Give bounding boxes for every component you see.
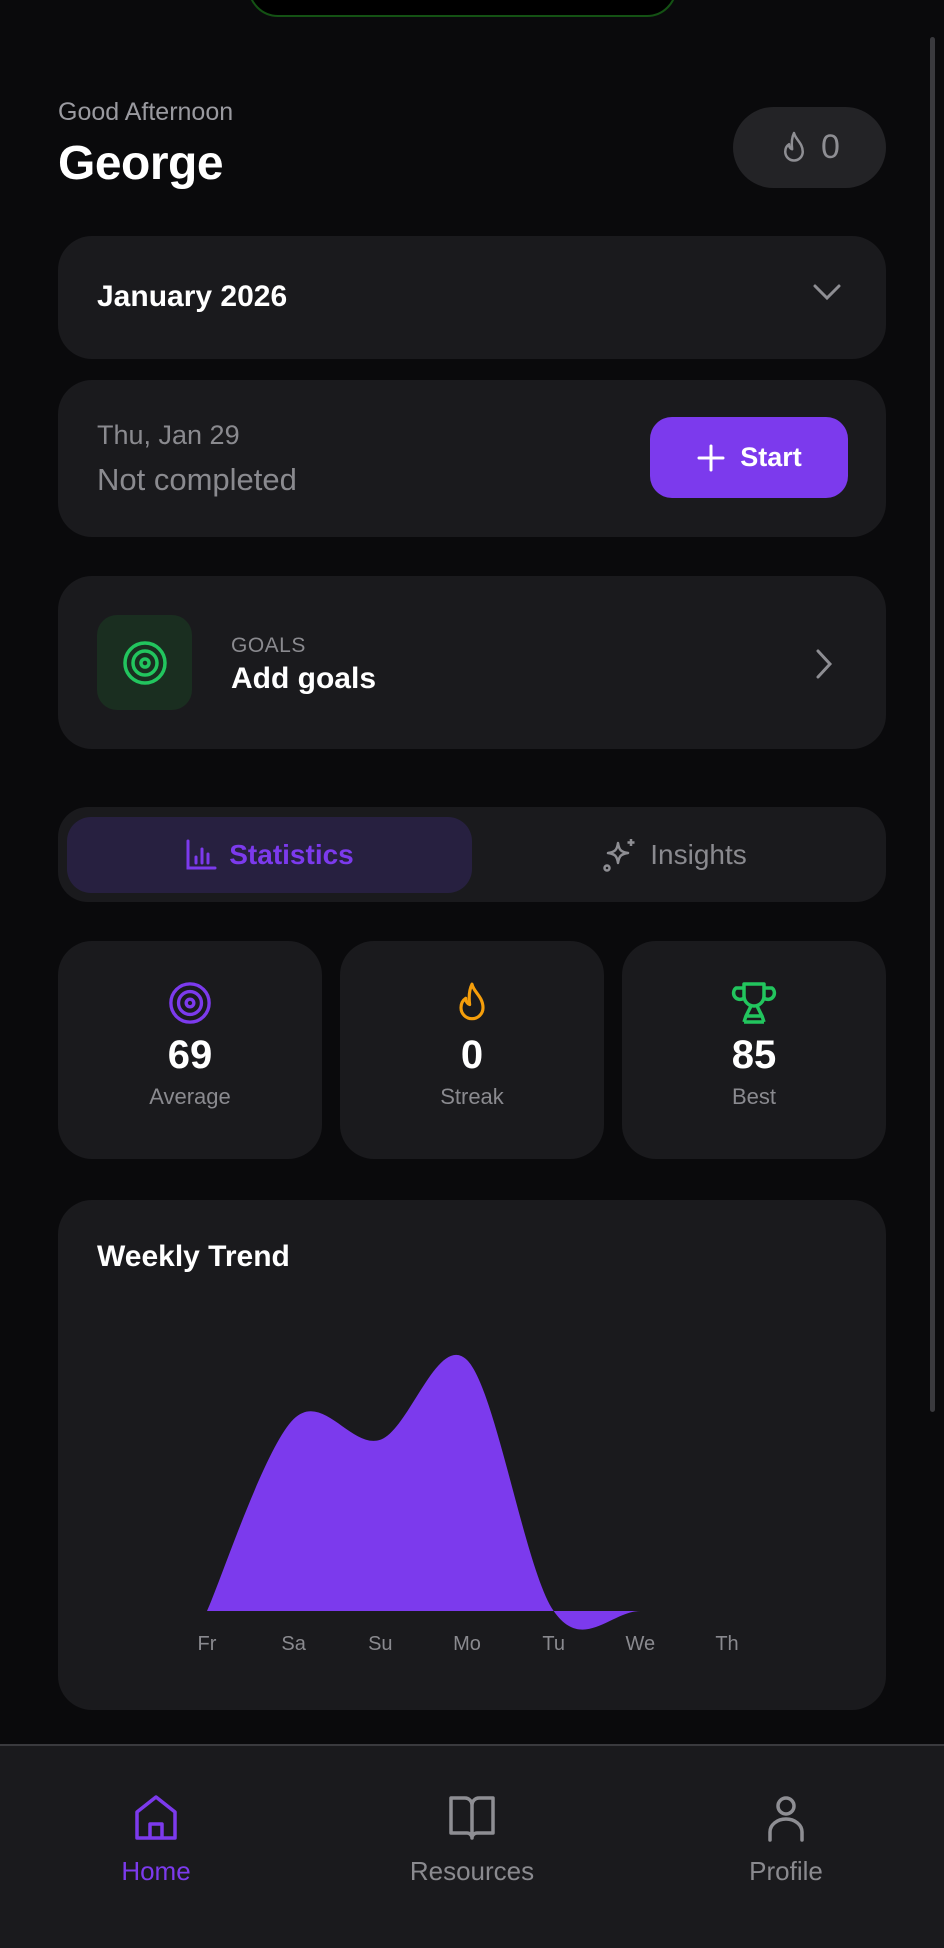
today-status: Not completed [97,462,297,497]
x-tick-label: Tu [542,1633,565,1655]
x-tick-label: We [626,1633,656,1655]
streak-badge[interactable]: 0 [733,107,886,188]
chevron-down-icon [813,284,841,301]
stat-label: Best [731,1084,777,1109]
x-tick-label: Mo [453,1633,481,1655]
stat-best: 85 Best [622,941,886,1159]
trend-area [207,1354,727,1630]
x-tick-label: Su [368,1633,392,1655]
stat-average: 69 Average [58,941,322,1159]
streak-count: 0 [821,128,840,166]
user-icon [768,1796,804,1842]
camera-notch [248,0,677,17]
stat-value: 69 [167,1033,213,1077]
nav-resources[interactable]: Resources [372,1794,572,1887]
goals-title: Add goals [231,662,377,695]
month-label: January 2026 [97,280,288,313]
x-tick-label: Fr [198,1633,217,1655]
tab-insights[interactable]: Insights [472,817,877,893]
x-tick-label: Th [715,1633,738,1655]
today-card: Thu, Jan 29 Not completed Start [58,380,886,537]
flame-icon [459,982,485,1021]
stat-value: 85 [731,1033,777,1077]
goals-card[interactable]: GOALS Add goals [58,576,886,749]
scrollbar[interactable] [930,37,935,1412]
goals-label: GOALS [231,634,306,657]
weekly-trend-chart: Fr Sa Su Mo Tu We Th [198,1354,739,1655]
sparkles-icon [603,839,635,872]
tab-insights-label: Insights [650,839,747,870]
flame-icon [784,131,805,162]
nav-label: Home [121,1856,191,1886]
goals-icon-box [97,615,192,710]
plus-icon [697,444,725,471]
bar-chart-icon [186,839,217,870]
month-selector[interactable]: January 2026 [58,236,886,359]
book-icon [449,1796,495,1840]
stat-value: 0 [460,1033,484,1077]
greeting: Good Afternoon [58,98,234,126]
chevron-right-icon [816,649,833,679]
stat-label: Streak [440,1084,504,1109]
user-name: George [58,137,224,190]
stat-label: Average [149,1084,231,1109]
tab-statistics-label: Statistics [229,839,354,870]
bottom-nav: Home Resources Profile [0,1744,944,1948]
today-date: Thu, Jan 29 [97,420,240,450]
target-icon [122,640,167,685]
nav-profile[interactable]: Profile [686,1794,886,1887]
nav-label: Resources [409,1856,535,1886]
target-icon [169,982,211,1024]
nav-label: Profile [749,1856,823,1886]
view-tabs: Statistics Insights [58,807,886,902]
tab-statistics[interactable]: Statistics [67,817,472,893]
home-icon [135,1795,177,1840]
chart-title: Weekly Trend [97,1240,290,1273]
stat-streak: 0 Streak [340,941,604,1159]
trophy-icon [731,982,777,1024]
nav-home[interactable]: Home [56,1794,256,1887]
weekly-trend-card: Weekly Trend Fr Sa Su Mo Tu We Th [58,1200,886,1710]
start-label: Start [740,442,802,472]
start-button[interactable]: Start [650,417,848,498]
x-tick-label: Sa [281,1633,306,1655]
